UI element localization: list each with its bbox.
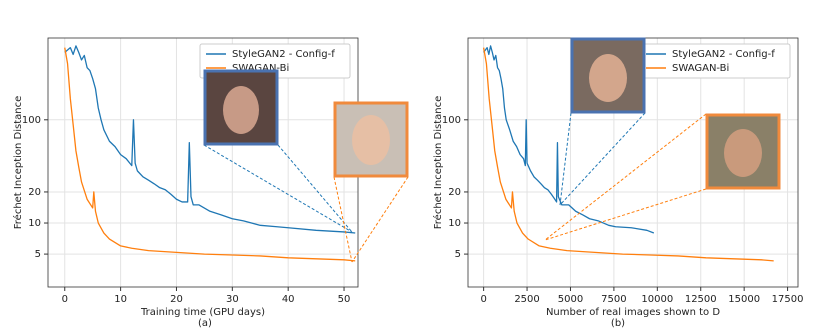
series-line	[483, 45, 655, 234]
legend-label: StyleGAN2 - Config-f	[672, 49, 775, 60]
legend-label: SWAGAN-Bi	[672, 63, 729, 74]
series-line	[482, 47, 774, 262]
y-tick-label: 5	[455, 249, 461, 260]
face-shape	[724, 129, 762, 177]
inset-connector	[544, 188, 707, 241]
face-shape	[589, 54, 627, 102]
x-axis-label: Training time (GPU days)	[140, 307, 265, 318]
y-tick-label: 5	[35, 249, 41, 260]
x-tick-label: 40	[282, 294, 295, 305]
x-tick-label: 17500	[772, 294, 804, 305]
x-tick-label: 10	[114, 294, 127, 305]
x-tick-label: 2500	[514, 294, 539, 305]
series-line	[64, 45, 356, 234]
x-tick-label: 0	[62, 294, 68, 305]
y-tick-label: 100	[22, 115, 41, 126]
face-shape	[352, 115, 390, 165]
inset-faces	[203, 37, 781, 263]
y-tick-label: 10	[28, 218, 41, 229]
x-tick-label: 20	[170, 294, 183, 305]
face-shape	[223, 86, 259, 134]
inset-connector	[351, 176, 409, 263]
y-tick-label: 20	[28, 187, 41, 198]
y-tick-label: 100	[442, 115, 461, 126]
x-tick-label: 10000	[641, 294, 673, 305]
inset-connector	[559, 112, 646, 206]
legend-label: StyleGAN2 - Config-f	[232, 49, 335, 60]
inset-connector	[203, 144, 353, 233]
x-tick-label: 5000	[558, 294, 583, 305]
caption: (a)	[198, 318, 212, 329]
x-tick-label: 12500	[685, 294, 717, 305]
inset-connector	[333, 176, 353, 263]
y-axis-label: Fréchet Inception Distance	[432, 96, 444, 230]
y-tick-label: 20	[448, 187, 461, 198]
inset-connector	[277, 144, 353, 233]
y-tick-label: 10	[448, 218, 461, 229]
x-tick-label: 0	[480, 294, 486, 305]
y-axis-label: Fréchet Inception Distance	[12, 96, 24, 230]
x-tick-label: 30	[226, 294, 239, 305]
legend-label: SWAGAN-Bi	[232, 63, 289, 74]
legend: StyleGAN2 - Config-f SWAGAN-Bi	[639, 43, 791, 79]
inset-connector	[559, 112, 572, 206]
caption: (b)	[611, 318, 625, 329]
x-tick-label: 7500	[601, 294, 626, 305]
inset-connector	[544, 113, 707, 241]
x-tick-label: 15000	[728, 294, 760, 305]
x-axis-label: Number of real images shown to D	[546, 307, 720, 318]
series-line	[64, 47, 356, 262]
x-tick-label: 50	[338, 294, 351, 305]
